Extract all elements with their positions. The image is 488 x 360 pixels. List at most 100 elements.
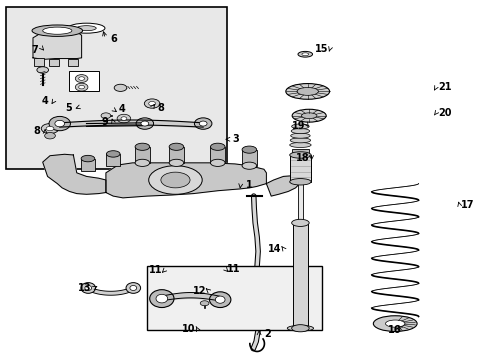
Ellipse shape [44,132,55,139]
Text: 20: 20 [437,108,450,118]
Ellipse shape [301,113,316,118]
Ellipse shape [37,67,48,73]
Text: 11: 11 [149,265,163,275]
Ellipse shape [289,152,310,158]
Bar [68,59,78,66]
Ellipse shape [75,75,88,82]
Ellipse shape [55,120,64,127]
Ellipse shape [149,290,174,307]
Ellipse shape [289,179,310,185]
Ellipse shape [79,77,84,80]
Ellipse shape [144,99,160,108]
Text: 8: 8 [33,126,40,136]
Ellipse shape [209,292,230,307]
Text: 10: 10 [182,324,195,334]
Text: 17: 17 [461,200,474,210]
Ellipse shape [135,143,149,150]
Bar [242,150,256,166]
Ellipse shape [101,113,111,118]
Ellipse shape [77,26,96,31]
Ellipse shape [121,117,126,120]
Ellipse shape [296,87,318,95]
Ellipse shape [148,102,155,106]
Ellipse shape [156,294,167,303]
Ellipse shape [126,283,141,293]
Ellipse shape [81,283,95,293]
Ellipse shape [79,85,84,89]
Ellipse shape [49,116,70,131]
Ellipse shape [287,325,313,331]
Text: 4: 4 [119,104,125,114]
Ellipse shape [106,151,120,157]
Text: 2: 2 [264,329,271,339]
Bar [298,150,302,223]
Ellipse shape [210,159,224,166]
Ellipse shape [242,162,256,169]
Ellipse shape [75,83,88,91]
Bar [49,59,59,66]
Bar [69,71,99,91]
Ellipse shape [117,114,130,123]
Ellipse shape [169,143,183,150]
Ellipse shape [32,25,82,36]
Text: 1: 1 [245,180,252,190]
Ellipse shape [290,129,309,134]
Ellipse shape [46,126,54,131]
Ellipse shape [130,285,137,291]
Ellipse shape [169,159,183,166]
Text: 14: 14 [267,244,281,253]
Ellipse shape [141,121,148,126]
Polygon shape [266,176,300,196]
Ellipse shape [135,159,149,166]
Ellipse shape [210,143,224,150]
Bar [169,147,183,163]
Polygon shape [33,30,81,59]
Text: 13: 13 [78,283,92,293]
Ellipse shape [42,27,72,34]
Ellipse shape [290,133,309,138]
Ellipse shape [291,109,325,122]
Ellipse shape [114,84,126,91]
Bar [289,155,310,182]
Ellipse shape [297,51,312,57]
Text: 12: 12 [193,286,206,296]
Ellipse shape [68,23,105,33]
Ellipse shape [136,118,153,129]
Text: 21: 21 [437,82,450,92]
Text: 15: 15 [314,44,327,54]
Polygon shape [106,163,266,198]
Polygon shape [42,154,106,194]
Ellipse shape [285,84,329,99]
Bar [291,149,308,154]
Ellipse shape [85,285,91,291]
Text: 16: 16 [386,325,400,335]
Ellipse shape [41,123,59,134]
Text: 7: 7 [31,45,38,55]
Bar [147,266,322,330]
Ellipse shape [289,138,310,143]
Ellipse shape [148,166,202,194]
Text: 9: 9 [101,117,108,127]
Text: 6: 6 [111,34,117,44]
Ellipse shape [81,156,95,162]
Text: 8: 8 [157,103,164,113]
Bar [81,158,95,171]
Bar [210,147,224,163]
Text: 18: 18 [295,153,309,163]
Ellipse shape [385,320,404,327]
Text: 4: 4 [41,96,48,106]
Ellipse shape [301,53,308,56]
Text: 5: 5 [65,103,72,113]
Ellipse shape [215,296,224,303]
Text: 3: 3 [232,134,239,144]
Ellipse shape [291,124,308,129]
Bar [6,7,227,169]
Bar [135,147,149,163]
Ellipse shape [200,301,208,306]
Ellipse shape [291,325,308,332]
Bar [292,223,307,328]
Ellipse shape [199,121,206,126]
Ellipse shape [291,219,308,226]
Ellipse shape [161,172,190,188]
Ellipse shape [194,118,211,129]
